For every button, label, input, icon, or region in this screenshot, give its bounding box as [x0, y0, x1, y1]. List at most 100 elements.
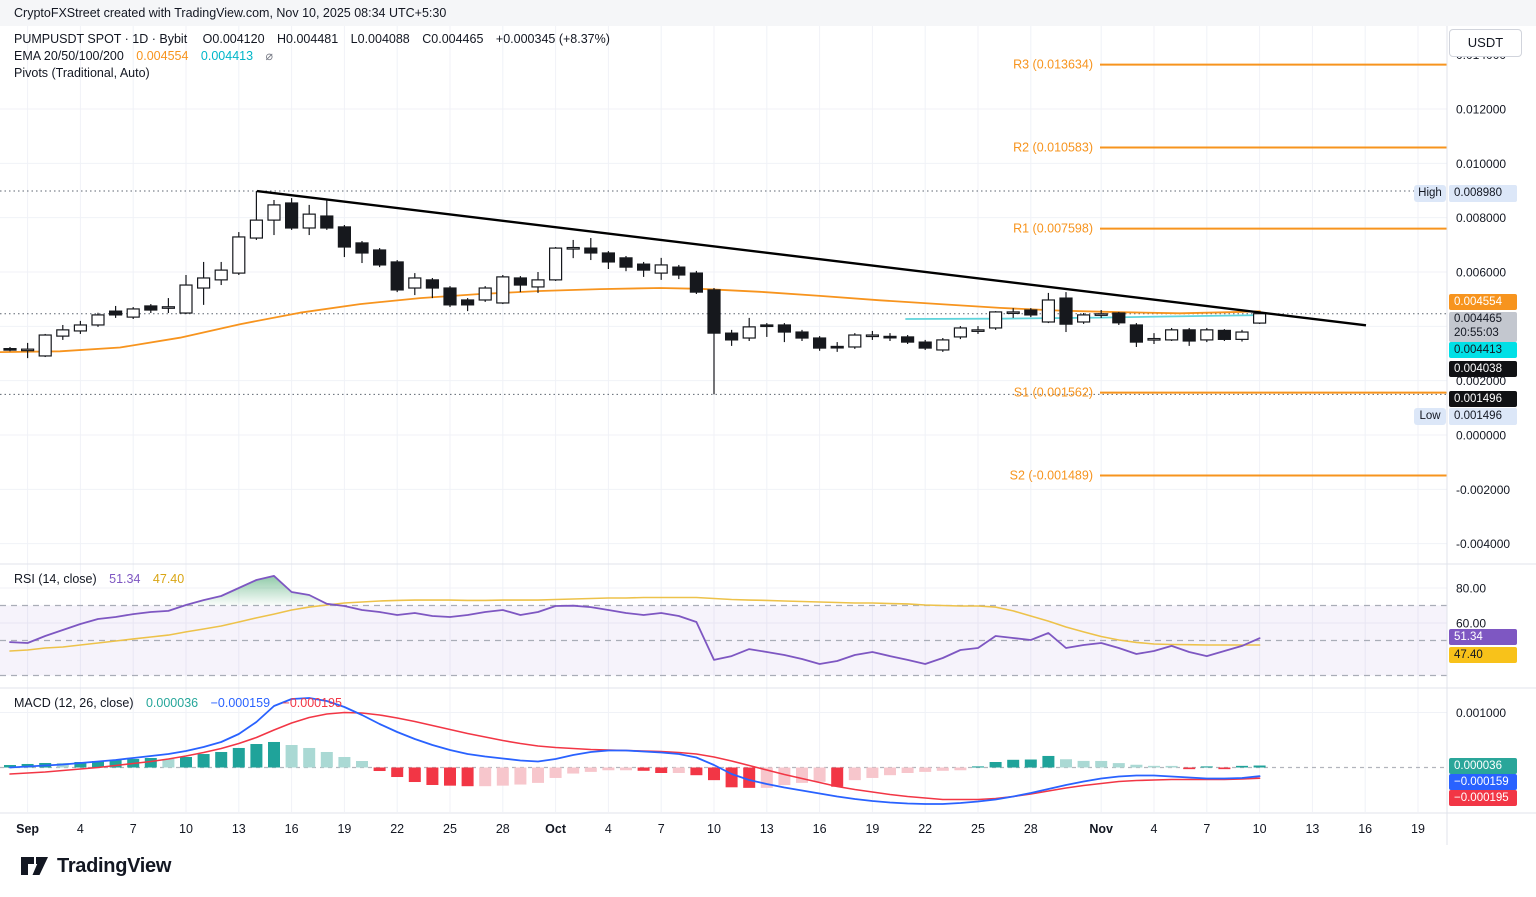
time-tick-label: 10 — [707, 822, 721, 836]
axis-tick-label: 0.006000 — [1456, 265, 1506, 279]
macd-line-value: −0.000159 — [210, 696, 271, 710]
price-badge: 0.004038 — [1449, 361, 1517, 377]
pivot-label: S1 (0.001562) — [1014, 386, 1093, 400]
rsi-plot — [9, 575, 1261, 665]
axis-tick-label: -0.004000 — [1456, 537, 1510, 551]
symbol-title[interactable]: PUMPUSDT SPOT · 1D · Bybit — [14, 32, 188, 46]
rsi-value: 51.34 — [109, 572, 141, 586]
axis-labels: 0.0140000.0120000.0100000.0080000.006000… — [1456, 48, 1510, 720]
macd-hist-value: 0.000036 — [145, 696, 199, 710]
pivot-levels: R3 (0.013634) R2 (0.010583) R1 (0.007598) S… — [1010, 58, 1447, 482]
price-badge: 0.001496 — [1449, 391, 1517, 407]
time-tick-label: Oct — [545, 822, 567, 836]
candles — [3, 191, 1267, 395]
time-tick-label: 25 — [971, 822, 985, 836]
macd-plot — [4, 697, 1266, 805]
time-tick-label: 7 — [130, 822, 137, 836]
price-badge: 0.004465 20:55:03 — [1449, 312, 1517, 342]
currency-toggle-button[interactable]: USDT — [1449, 29, 1522, 57]
rsi-ma-value: 47.40 — [152, 572, 185, 586]
pivot-label: R1 (0.007598) — [1013, 222, 1093, 236]
ema-indicator-label[interactable]: EMA 20/50/100/200 — [14, 49, 124, 63]
time-tick-label: 4 — [77, 822, 84, 836]
time-tick-label: 16 — [813, 822, 827, 836]
time-tick-label: 28 — [496, 822, 510, 836]
time-tick-label: Sep — [16, 822, 39, 836]
gridlines — [0, 26, 1447, 812]
time-tick-label: 4 — [1151, 822, 1158, 836]
time-tick-label: 7 — [1203, 822, 1210, 836]
price-badge: 51.34 — [1449, 629, 1517, 645]
time-tick-label: 4 — [605, 822, 612, 836]
price-badge: −0.000195 — [1449, 790, 1517, 806]
time-tick-label: 13 — [232, 822, 246, 836]
high-marker-label: High — [1414, 185, 1446, 202]
rsi-indicator-label[interactable]: RSI (14, close) — [14, 572, 97, 586]
price-badge: 47.40 — [1449, 647, 1517, 663]
time-tick-label: 7 — [658, 822, 665, 836]
time-tick-label: 10 — [179, 822, 193, 836]
ohlc-open: O0.004120 — [202, 32, 265, 46]
price-level-lines — [0, 190, 1447, 395]
ema-hidden-icon[interactable]: ⌀ — [265, 49, 274, 63]
axis-tick-label: 80.00 — [1456, 582, 1486, 596]
axis-tick-label: 0.000000 — [1456, 429, 1506, 443]
pivots-row: Pivots (Traditional, Auto) — [14, 65, 619, 81]
ema-fast-value: 0.004554 — [136, 49, 189, 63]
time-tick-label: 13 — [1305, 822, 1319, 836]
price-badge: 0.004554 — [1449, 294, 1517, 310]
time-tick-label: 19 — [865, 822, 879, 836]
low-marker-label: Low — [1414, 408, 1446, 425]
tradingview-logo[interactable]: TradingView — [20, 853, 171, 879]
price-badge: −0.000159 — [1449, 774, 1517, 790]
time-axis: Sep 4 7 10 13 16 19 22 25 28 Oct 4 7 10 13 16 19 22 25 28 No… — [16, 822, 1425, 836]
time-tick-label: 16 — [285, 822, 299, 836]
pane-separators — [0, 26, 1536, 845]
high-price-badge: 0.008980 — [1449, 185, 1517, 202]
axis-tick-label: 60.00 — [1456, 617, 1486, 631]
time-tick-label: 16 — [1358, 822, 1372, 836]
pivot-label: R2 (0.010583) — [1013, 140, 1093, 154]
axis-tick-label: 0.002000 — [1456, 374, 1506, 388]
price-badge: 0.004413 — [1449, 342, 1517, 358]
tradingview-logo-text: TradingView — [57, 854, 172, 877]
descending-trendline[interactable] — [256, 189, 1367, 327]
pivot-label: S2 (-0.001489) — [1010, 468, 1093, 482]
axis-tick-label: 0.008000 — [1456, 211, 1506, 225]
time-tick-label: 22 — [918, 822, 932, 836]
rsi-legend: RSI (14, close) 51.34 47.40 — [14, 571, 184, 588]
pivot-label: R3 (0.013634) — [1013, 58, 1093, 72]
time-tick-label: 22 — [390, 822, 404, 836]
time-tick-label: Nov — [1089, 822, 1113, 836]
chart-legend: PUMPUSDT SPOT · 1D · Bybit O0.004120 H0.… — [14, 31, 619, 82]
ohlc-close: C0.004465 — [422, 32, 484, 46]
rsi-band — [0, 604, 1447, 769]
ema-row: EMA 20/50/100/200 0.004554 0.004413 ⌀ — [14, 48, 619, 64]
time-tick-label: 19 — [337, 822, 351, 836]
symbol-row: PUMPUSDT SPOT · 1D · Bybit O0.004120 H0.… — [14, 31, 619, 47]
tradingview-logo-icon — [21, 857, 48, 875]
low-price-badge: 0.001496 — [1449, 408, 1517, 425]
axis-tick-label: 0.010000 — [1456, 157, 1506, 171]
ohlc-high: H0.004481 — [277, 32, 339, 46]
time-tick-label: 13 — [760, 822, 774, 836]
ema-lines — [0, 287, 1261, 354]
time-tick-label: 19 — [1411, 822, 1425, 836]
price-change: +0.000345 (+8.37%) — [495, 32, 610, 46]
macd-indicator-label[interactable]: MACD (12, 26, close) — [14, 696, 134, 710]
ohlc-low: L0.004088 — [350, 32, 410, 46]
axis-tick-label: 0.001000 — [1456, 706, 1506, 720]
ema-slow-value: 0.004413 — [200, 49, 254, 63]
macd-signal-value: −0.000195 — [282, 696, 342, 710]
time-tick-label: 25 — [443, 822, 457, 836]
axis-tick-label: 0.012000 — [1456, 102, 1506, 116]
time-tick-label: 10 — [1253, 822, 1267, 836]
price-badge: 0.000036 — [1449, 758, 1517, 774]
time-tick-label: 28 — [1024, 822, 1038, 836]
axis-tick-label: -0.002000 — [1456, 483, 1510, 497]
pivots-indicator-label[interactable]: Pivots (Traditional, Auto) — [14, 66, 150, 80]
attribution-bar: CryptoFXStreet created with TradingView.… — [0, 0, 1536, 26]
macd-legend: MACD (12, 26, close) 0.000036 −0.000159 … — [14, 695, 342, 712]
